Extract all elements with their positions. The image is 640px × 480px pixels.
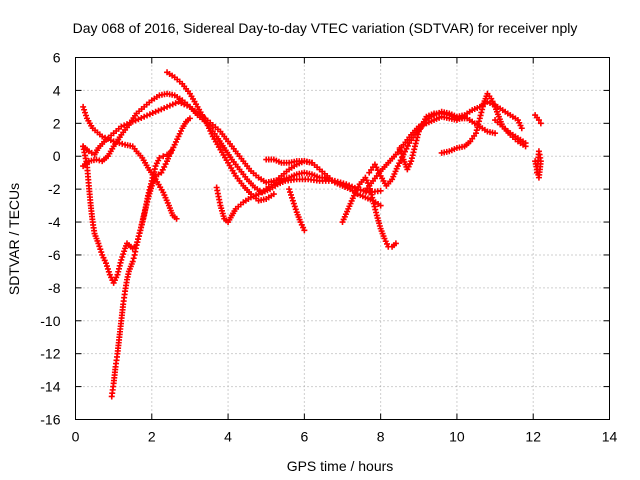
data-point (95, 240, 102, 247)
y-tick-label: 0 (53, 148, 61, 164)
series-track-4 (164, 69, 277, 204)
data-point (399, 153, 406, 160)
data-point (130, 255, 137, 262)
data-point (534, 169, 541, 176)
data-point (164, 151, 171, 158)
data-point (80, 103, 87, 110)
data-point (96, 157, 103, 164)
data-point (103, 260, 110, 267)
data-point (290, 200, 297, 207)
series-track-8 (263, 156, 384, 209)
data-point (518, 125, 525, 132)
data-point (292, 206, 299, 213)
data-point (119, 254, 126, 261)
series-track-9 (286, 186, 308, 234)
data-point (160, 153, 167, 160)
data-point (129, 258, 136, 265)
data-point (119, 140, 126, 147)
series-track-15 (492, 117, 529, 147)
x-tick-label: 10 (449, 429, 465, 445)
y-tick-label: 4 (53, 82, 61, 98)
data-point (96, 243, 103, 250)
data-marks (80, 69, 544, 400)
data-point (289, 197, 296, 204)
x-tick-label: 4 (224, 429, 232, 445)
data-point (156, 154, 163, 161)
data-point (377, 202, 384, 209)
x-tick-label: 2 (148, 429, 156, 445)
data-point (97, 246, 104, 253)
plot-frame (75, 57, 610, 420)
data-point (535, 117, 542, 124)
data-point (396, 145, 403, 151)
data-point (397, 147, 404, 154)
data-point (270, 191, 277, 198)
data-point (287, 189, 294, 196)
data-point (288, 191, 295, 198)
x-tick-label: 0 (72, 429, 80, 445)
x-axis-label: GPS time / hours (287, 458, 394, 474)
data-point (105, 268, 112, 275)
y-axis-label: SDTVAR / TECUs (6, 183, 22, 295)
series-track-12 (366, 98, 525, 189)
data-point (301, 227, 308, 234)
y-tick-label: -10 (40, 313, 60, 329)
y-tick-label: -2 (48, 181, 61, 197)
data-point (118, 256, 125, 263)
data-point (186, 115, 193, 122)
x-tick-label: 6 (300, 429, 308, 445)
data-point (98, 249, 105, 256)
y-tick-label: -8 (48, 280, 61, 296)
series-track-6 (108, 115, 193, 400)
x-tick-label: 12 (525, 429, 541, 445)
y-tick-label: -14 (40, 379, 60, 395)
chart-title: Day 068 of 2016, Sidereal Day-to-day VTE… (73, 20, 578, 36)
series-track-13 (396, 110, 468, 173)
data-point (288, 194, 295, 201)
series-track-16 (532, 112, 544, 127)
data-point (82, 112, 89, 119)
data-point (173, 215, 180, 222)
series-track-17 (532, 148, 544, 181)
data-point (291, 203, 298, 210)
y-tick-label: 6 (53, 50, 61, 66)
y-tick-label: -16 (40, 412, 60, 428)
data-point (377, 187, 384, 194)
data-point (82, 109, 89, 116)
data-point (537, 120, 544, 127)
data-point (81, 106, 88, 113)
data-point (286, 186, 293, 193)
y-tick-label: 2 (53, 115, 61, 131)
data-point (93, 156, 100, 163)
data-point (461, 115, 468, 122)
y-tick-label: -12 (40, 346, 60, 362)
x-tick-label: 8 (377, 429, 385, 445)
tick-labels: 0 2 4 6 8 10 12 14 -16 -14 -12 -10 -8 -6 -4 -2 0 2 4 6 (40, 50, 617, 445)
y-tick-label: -4 (48, 214, 61, 230)
y-tick-label: -6 (48, 247, 61, 263)
data-point (392, 240, 399, 247)
x-tick-label: 14 (602, 429, 618, 445)
data-point (492, 130, 499, 137)
data-point (398, 150, 405, 157)
data-point (104, 265, 111, 272)
data-point (103, 263, 110, 270)
data-point (121, 248, 128, 255)
series-track-2 (80, 90, 331, 186)
data-point (522, 140, 529, 147)
data-point (120, 251, 127, 258)
series-track-5 (80, 143, 174, 286)
